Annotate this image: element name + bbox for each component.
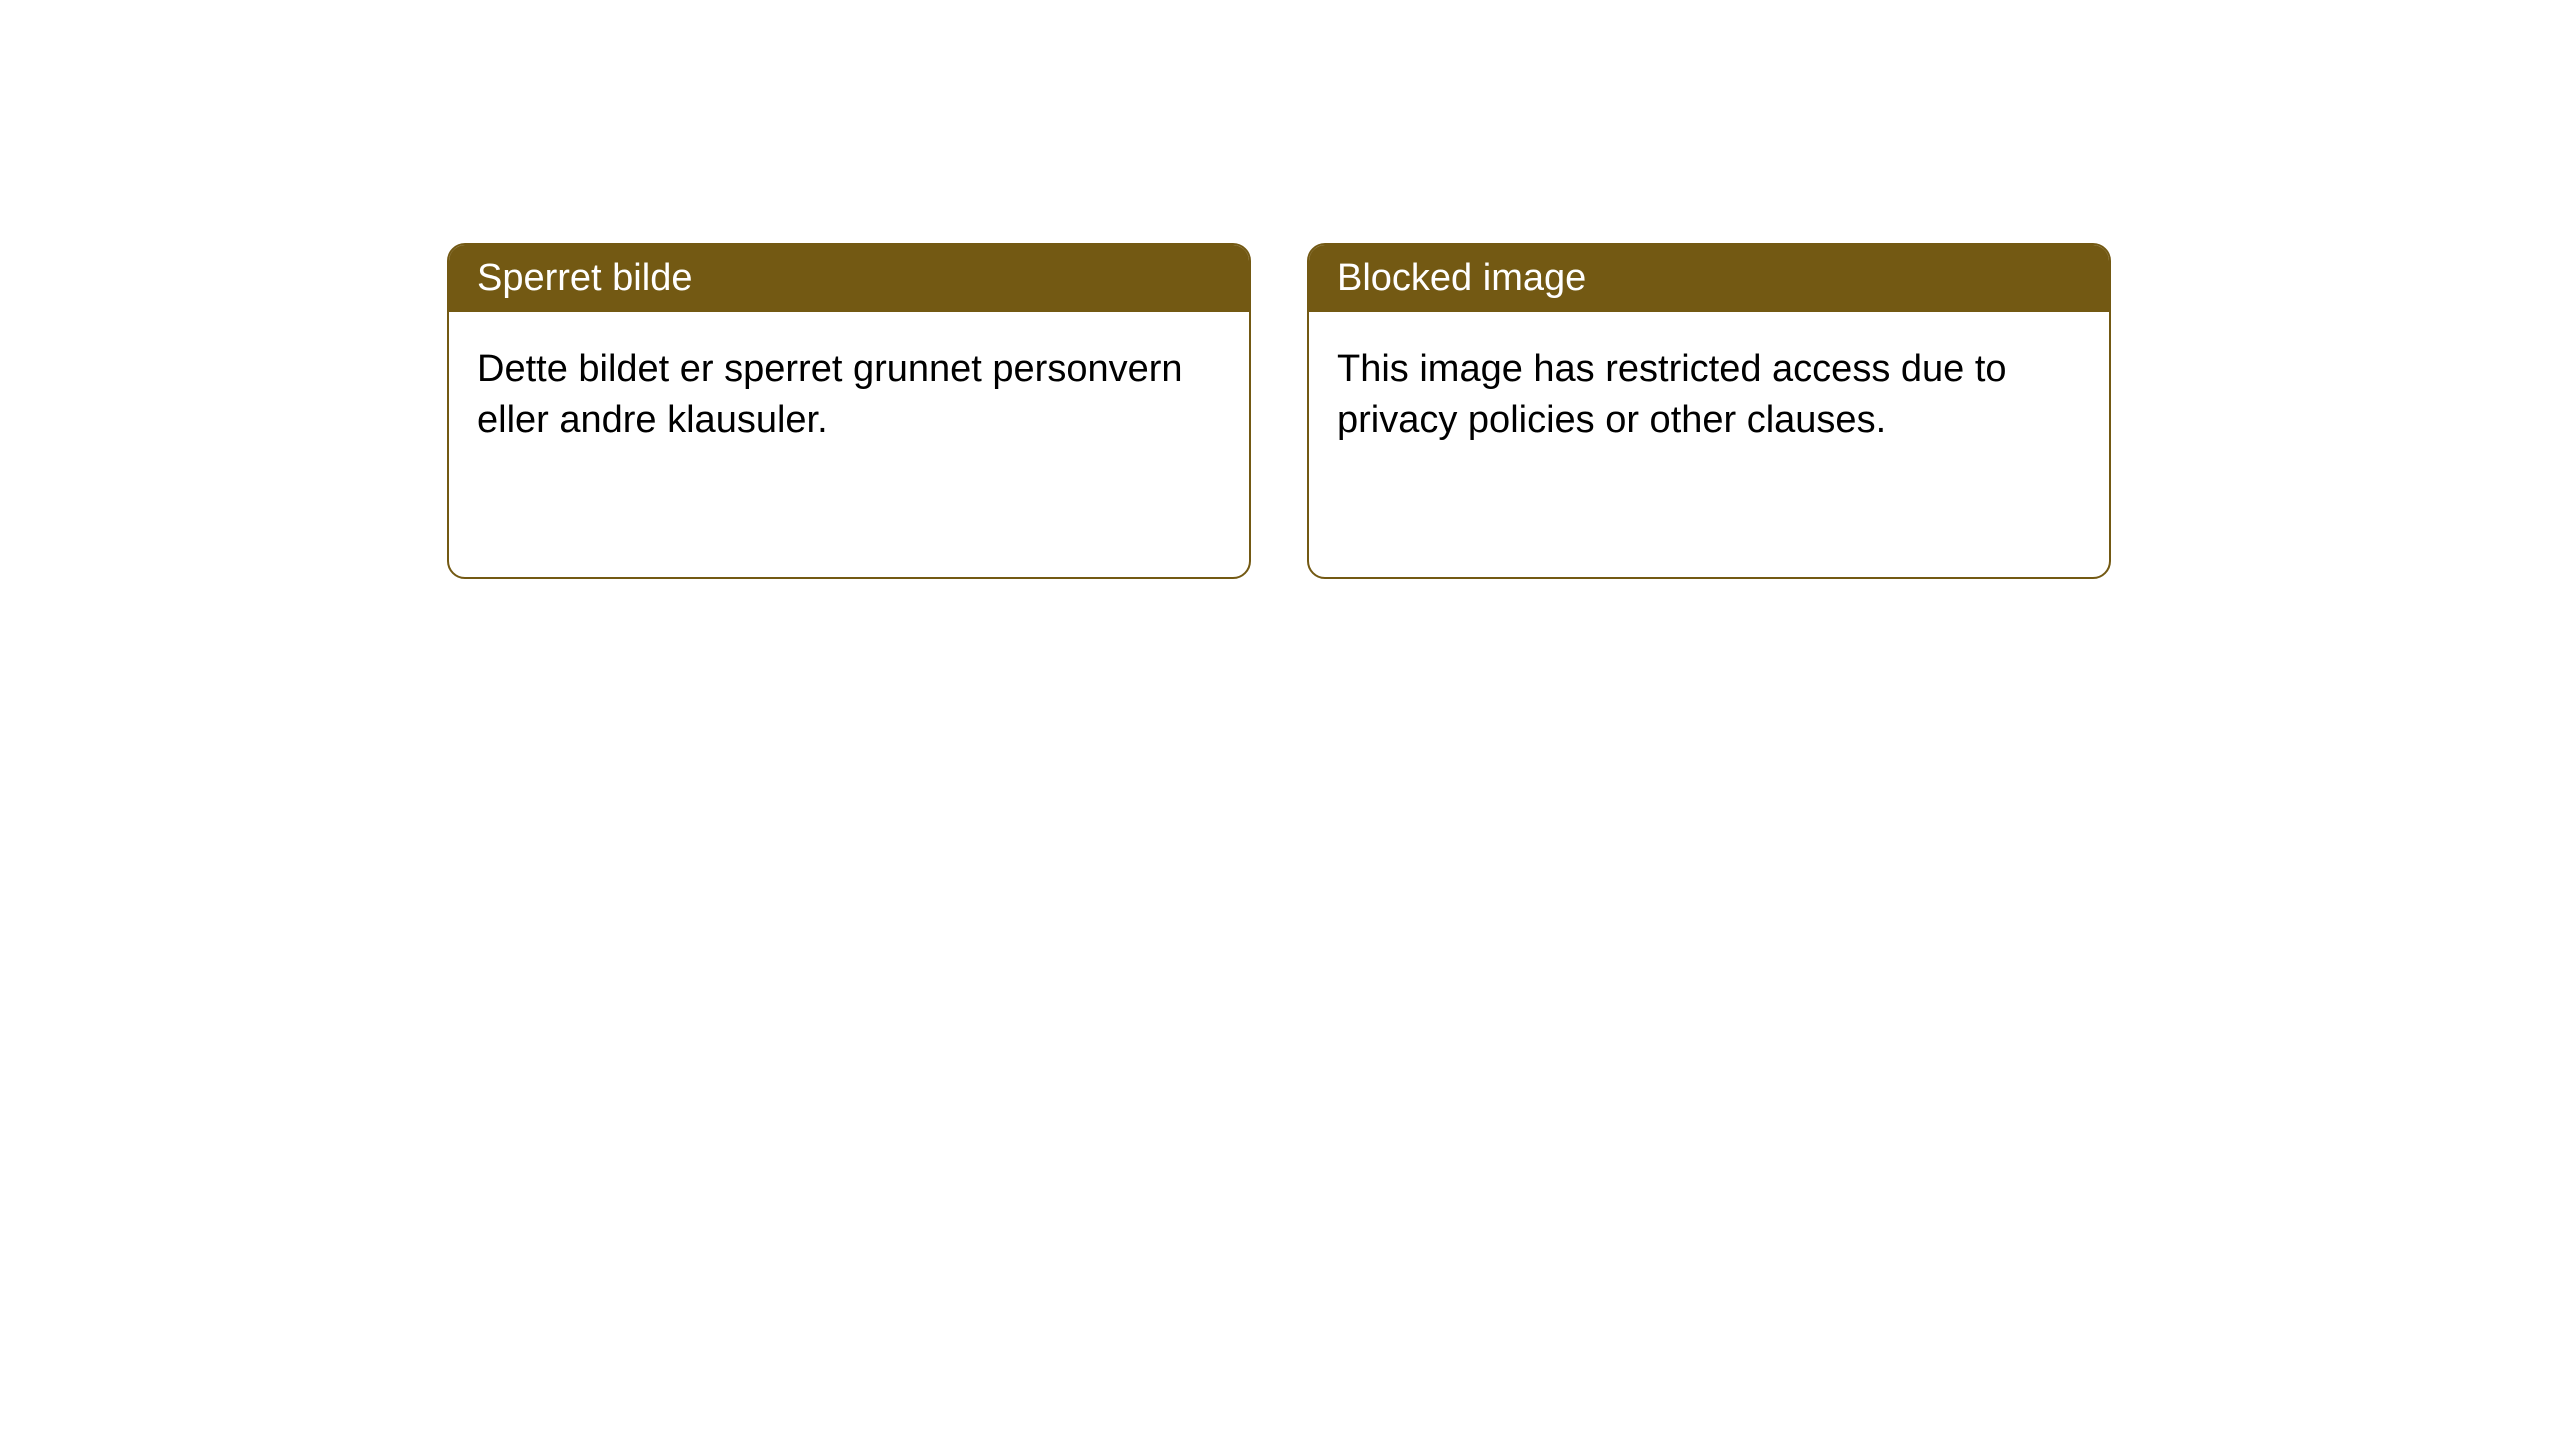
- card-body-norwegian: Dette bildet er sperret grunnet personve…: [449, 312, 1249, 479]
- card-header-english: Blocked image: [1309, 245, 2109, 312]
- card-text-norwegian: Dette bildet er sperret grunnet personve…: [477, 348, 1183, 441]
- card-header-norwegian: Sperret bilde: [449, 245, 1249, 312]
- cards-container: Sperret bilde Dette bildet er sperret gr…: [447, 243, 2111, 579]
- card-norwegian: Sperret bilde Dette bildet er sperret gr…: [447, 243, 1251, 579]
- card-text-english: This image has restricted access due to …: [1337, 348, 2007, 441]
- card-title-english: Blocked image: [1337, 257, 1586, 299]
- card-title-norwegian: Sperret bilde: [477, 257, 692, 299]
- card-body-english: This image has restricted access due to …: [1309, 312, 2109, 479]
- card-english: Blocked image This image has restricted …: [1307, 243, 2111, 579]
